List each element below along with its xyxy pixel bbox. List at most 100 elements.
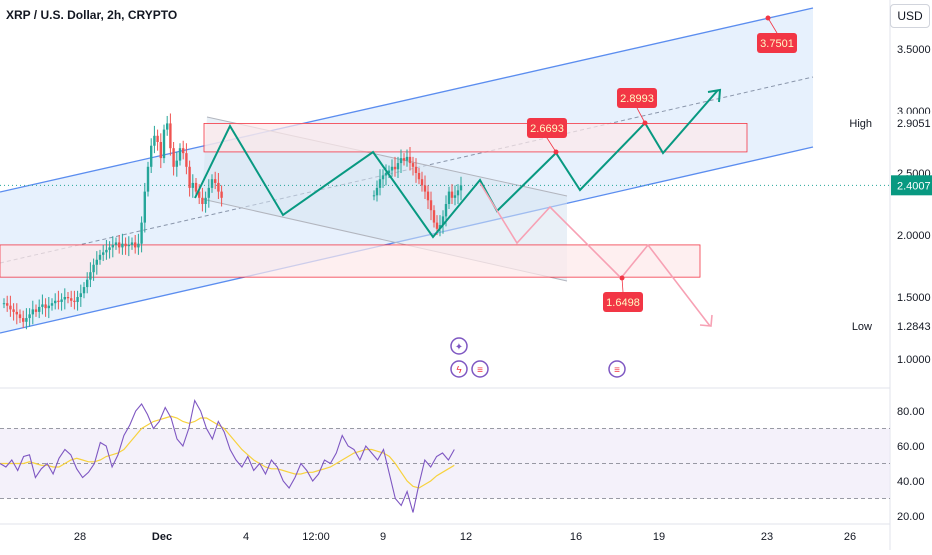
candle-body [2,303,6,305]
candle-body [86,279,89,288]
candle-body [92,264,95,273]
candle-body [57,300,60,302]
callout-3-7501-box [757,33,797,53]
candle-body [127,244,130,247]
event-icon-us-flag-glyph: ≡ [477,365,483,376]
callout-1-6498-box [603,292,643,312]
rsi-line [0,398,455,513]
candle-body [204,197,207,204]
high-label: High [849,118,872,130]
candle-body [396,163,400,170]
candle-body [89,272,92,280]
candle-body [411,163,415,167]
event-icon-us-flag [471,360,489,378]
candle-body [118,242,121,248]
chart-title: XRP / U.S. Dollar, 2h, CRYPTO [6,8,178,22]
candle-body [417,173,421,180]
price-tick-label: 1.0000 [897,354,931,366]
event-icon-star-glyph: ✦ [455,342,463,353]
candle-body [444,204,448,217]
candle-body [435,222,439,229]
time-tick-label: 23 [761,531,773,543]
candle-body [41,304,44,307]
candle-body [105,249,108,253]
candle-body [25,318,28,322]
candle-body [150,145,153,167]
callout-2-8993-leader [636,107,646,124]
callout-2-8993-label: 2.8993 [620,93,654,105]
candle-body [98,254,102,260]
last-price-badge [891,175,932,196]
candle-body [172,148,175,167]
low-value: 1.2843 [897,321,931,333]
time-tick-label: 12 [460,531,472,543]
time-tick-label: 9 [380,531,386,543]
currency-button[interactable]: USD [890,4,930,28]
price-tick-label: 1.5000 [897,292,931,304]
callout-2-6693-leader [546,137,557,153]
candle-body [102,252,105,255]
time-tick-label: 19 [653,531,665,543]
candle-body [44,304,47,309]
candle-body [207,187,210,198]
candle-body [137,243,140,248]
candle-body [214,179,217,183]
candle-body [169,123,172,149]
candle-body [384,173,388,176]
callout-2-6693-box [527,118,567,138]
candle-body [390,166,394,171]
candle-body [50,303,54,306]
callout-1-6498-dot [619,275,625,281]
event-icon-us-flag-2-glyph: ≡ [614,365,620,376]
candle-body [447,191,451,204]
candle-body [220,191,223,198]
candle-body [124,243,127,247]
low-label: Low [852,321,872,333]
candle-body [194,182,198,192]
time-tick-label: 4 [243,531,249,543]
candle-body [456,190,460,196]
candle-body [162,129,166,159]
callout-2-8993-dot [642,120,648,126]
candle-body [140,222,143,244]
candle-body [372,195,376,197]
candle-body [420,179,424,186]
candle-body [15,311,18,315]
candle-body [387,170,391,173]
candle-body [12,309,15,312]
candle-body [375,187,379,196]
support-zone [0,244,701,278]
candle-body [182,148,185,154]
candle-body [153,135,156,146]
last-price-value: 2.4007 [897,180,931,192]
high-badge [892,113,932,132]
candle-body [22,318,25,322]
candle-body [95,259,98,265]
time-tick-label: 28 [74,531,86,543]
price-tick-label: 2.0000 [897,230,931,242]
candle-body [130,242,134,245]
candle-body [210,179,214,188]
candle-body [159,142,162,159]
candle-body [178,148,182,161]
callout-3-7501-leader [767,17,778,34]
candle-body [79,293,82,297]
candle-body [34,309,38,312]
candle-body [175,160,178,167]
candle-body [381,175,385,180]
candle-body [54,300,57,304]
bearish-arrow-head [699,314,713,327]
candle-body [134,242,137,248]
callout-3-7501-dot [765,15,771,21]
channel-midline [0,76,814,264]
candle-body [70,298,73,301]
rsi-tick-label: 40.00 [897,476,925,488]
candle-body [432,210,436,223]
candle-body [402,158,406,161]
candle-body [73,300,76,302]
event-icon-us-flag-2 [608,360,626,378]
candle-body [393,166,397,170]
time-tick-label: 12:00 [302,531,330,543]
candle-body [429,200,433,211]
